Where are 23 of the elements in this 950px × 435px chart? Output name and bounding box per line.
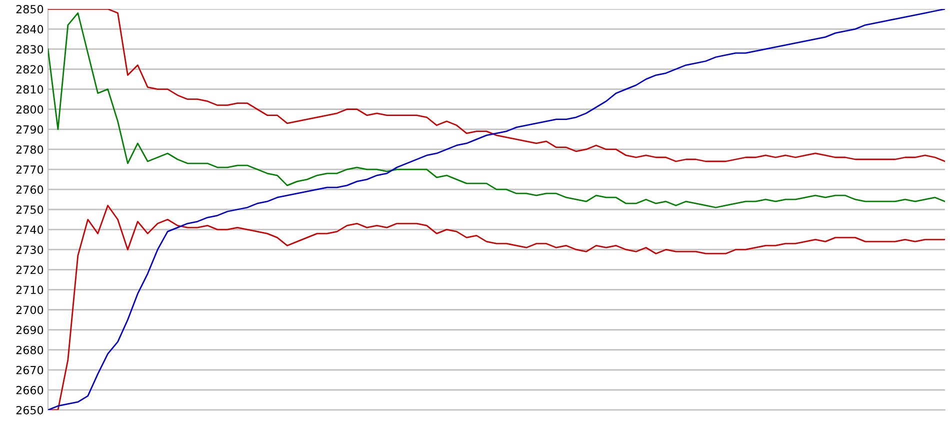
y-tick-label: 2660 bbox=[16, 386, 44, 394]
y-tick-label: 2790 bbox=[16, 125, 44, 134]
y-tick-label: 2820 bbox=[16, 65, 44, 74]
y-tick-label: 2780 bbox=[16, 145, 44, 154]
line-series bbox=[48, 9, 945, 410]
y-tick-label: 2700 bbox=[16, 306, 44, 314]
y-tick-label: 2840 bbox=[16, 25, 44, 34]
y-tick-label: 2760 bbox=[16, 185, 44, 194]
y-tick-label: 2750 bbox=[16, 205, 44, 214]
y-tick-label: 2810 bbox=[16, 85, 44, 94]
y-tick-label: 2830 bbox=[16, 45, 44, 54]
line-series bbox=[48, 12, 945, 208]
y-tick-label: 2770 bbox=[16, 165, 44, 174]
y-tick-label: 2690 bbox=[16, 326, 44, 334]
y-tick-label: 2710 bbox=[16, 286, 44, 294]
y-tick-label: 2800 bbox=[16, 105, 44, 114]
y-tick-label: 2740 bbox=[16, 226, 44, 234]
y-tick-label: 2850 bbox=[16, 4, 44, 14]
y-tick-label: 2720 bbox=[16, 266, 44, 274]
y-tick-label: 2730 bbox=[16, 246, 44, 254]
y-tick-label: 2670 bbox=[16, 366, 44, 374]
y-tick-label: 2650 bbox=[16, 406, 44, 414]
y-tick-label: 2680 bbox=[16, 346, 44, 354]
